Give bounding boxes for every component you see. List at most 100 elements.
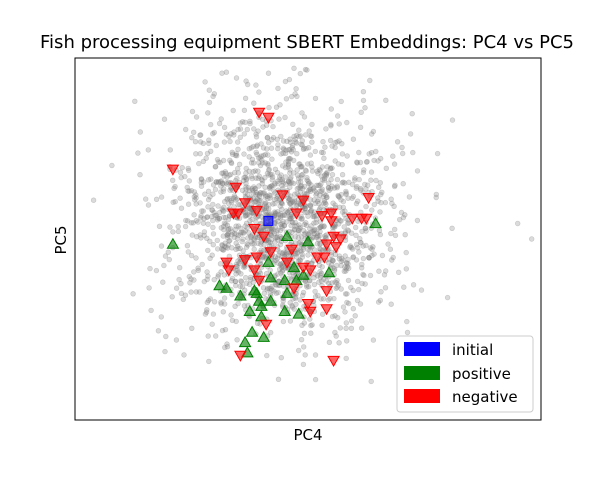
background-point (304, 161, 311, 167)
background-point (277, 203, 283, 209)
background-point (297, 161, 303, 167)
background-point (231, 132, 237, 138)
background-point (222, 215, 229, 221)
background-point (276, 252, 282, 258)
background-point (409, 110, 415, 117)
background-point (296, 133, 302, 140)
background-point (279, 201, 285, 207)
background-point (407, 131, 414, 137)
negative-point (252, 107, 266, 119)
background-point (217, 159, 223, 166)
background-point (269, 177, 275, 183)
background-point (357, 159, 364, 166)
background-point (345, 228, 352, 234)
background-point (162, 253, 169, 259)
background-point (291, 197, 298, 203)
background-point (334, 139, 340, 145)
background-point (259, 157, 265, 163)
background-point (182, 223, 189, 230)
background-point (307, 202, 313, 209)
background-point (382, 199, 389, 206)
background-point (281, 223, 288, 229)
background-point (250, 279, 257, 285)
background-point (308, 207, 315, 214)
background-point (338, 286, 344, 292)
negative-point (310, 252, 324, 264)
background-point (248, 160, 255, 166)
background-point (267, 184, 273, 190)
background-point (232, 194, 238, 201)
background-point (199, 261, 205, 268)
background-point (304, 67, 310, 73)
background-point (292, 219, 298, 226)
background-point (362, 281, 368, 287)
positive-point (220, 281, 233, 293)
background-point (137, 172, 143, 178)
background-point (267, 185, 273, 192)
background-point (287, 200, 293, 206)
background-point (280, 180, 287, 186)
background-point (158, 314, 165, 320)
background-point (235, 269, 242, 275)
background-point (234, 267, 241, 273)
background-point (180, 296, 187, 303)
background-point (320, 176, 326, 183)
background-point (315, 292, 321, 299)
background-point (338, 258, 344, 265)
background-point (288, 174, 294, 181)
background-point (266, 166, 272, 173)
background-point (233, 282, 239, 289)
background-point (244, 211, 251, 218)
background-point (356, 176, 362, 183)
background-point (250, 187, 256, 194)
background-point (205, 204, 211, 210)
background-point (283, 252, 290, 258)
background-point (187, 280, 193, 286)
background-point (200, 158, 207, 165)
background-point (320, 150, 326, 156)
background-point (185, 249, 192, 255)
background-point (210, 131, 216, 137)
background-point (273, 290, 279, 296)
background-point (210, 217, 216, 224)
background-point (263, 200, 269, 206)
background-point (260, 224, 266, 231)
background-point (264, 285, 271, 291)
background-point (215, 179, 222, 186)
background-point (317, 228, 323, 235)
background-point (248, 234, 254, 240)
background-point (399, 144, 405, 151)
background-point (356, 149, 362, 156)
background-point (304, 209, 310, 216)
background-point (381, 272, 388, 278)
background-point (292, 139, 299, 145)
background-point (246, 213, 253, 219)
background-point (268, 227, 275, 233)
background-point (232, 152, 239, 159)
background-point (272, 239, 278, 245)
background-point (220, 309, 227, 315)
background-point (376, 268, 382, 274)
background-point (182, 292, 189, 298)
background-point (198, 183, 205, 189)
background-point (229, 149, 235, 156)
background-point (310, 186, 316, 192)
background-point (248, 233, 254, 239)
background-point (182, 173, 188, 180)
background-point (392, 226, 398, 233)
background-point (258, 141, 264, 147)
background-point (258, 176, 265, 183)
background-point (391, 203, 397, 210)
background-point (362, 225, 368, 231)
background-point (241, 230, 247, 236)
background-point (377, 209, 383, 215)
background-point (344, 264, 350, 270)
background-point (265, 161, 271, 167)
background-point (256, 160, 262, 166)
background-point (275, 215, 281, 221)
background-point (378, 155, 384, 162)
background-point (309, 139, 315, 145)
background-point (189, 232, 196, 238)
background-point (234, 153, 240, 159)
background-point (287, 318, 294, 324)
